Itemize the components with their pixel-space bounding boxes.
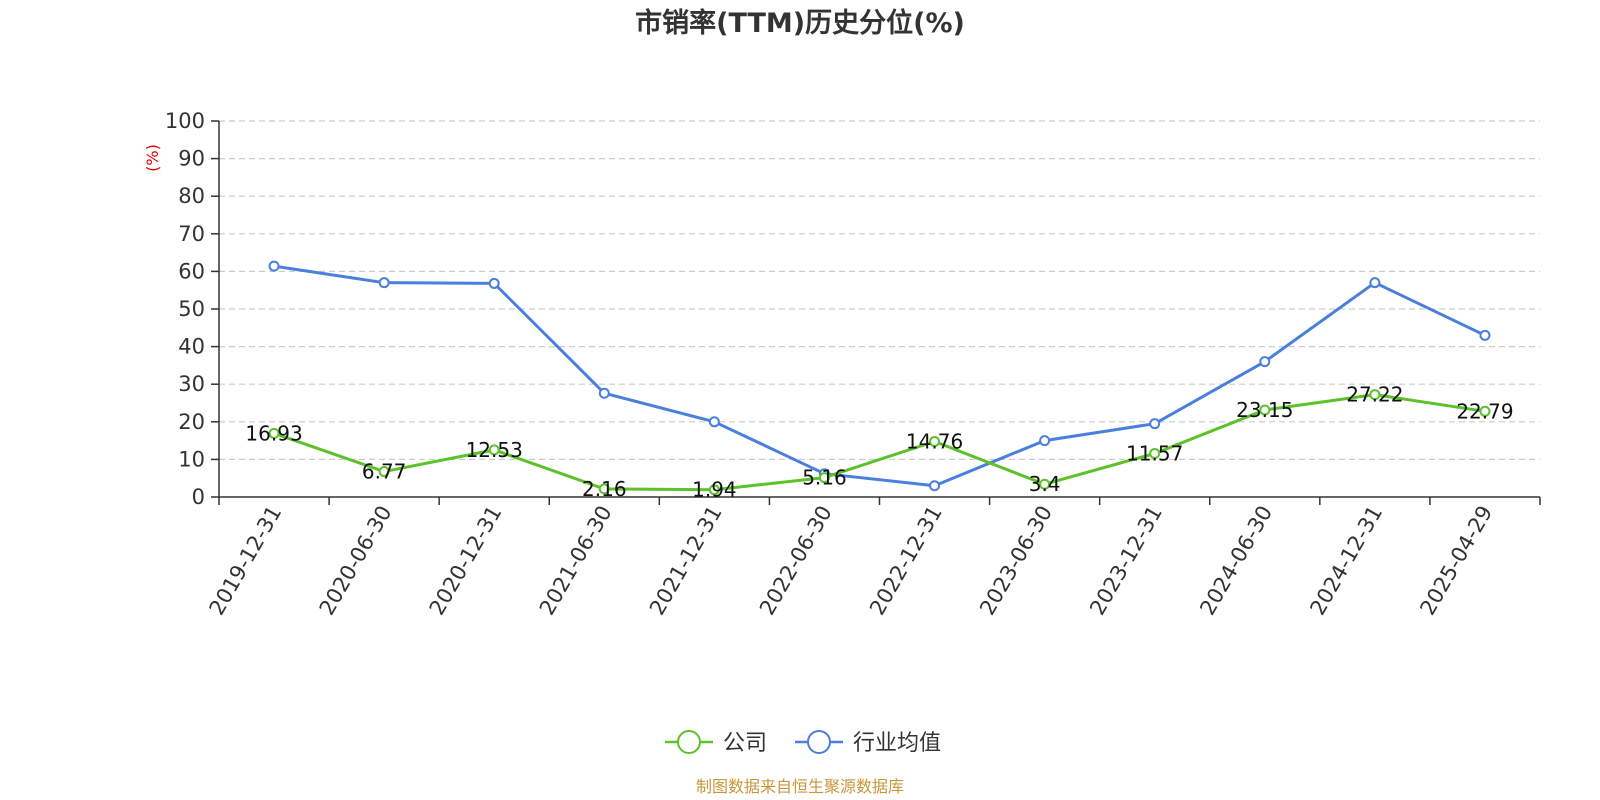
data-point — [1039, 478, 1051, 490]
legend-marker — [807, 730, 831, 754]
data-point — [818, 472, 830, 484]
y-tick-label: 80 — [178, 184, 205, 208]
data-point — [268, 427, 280, 439]
y-tick-label: 20 — [178, 410, 205, 434]
data-label: 5.16 — [802, 466, 847, 490]
y-tick-label: 60 — [178, 259, 205, 283]
y-tick-label: 40 — [178, 335, 205, 359]
data-label: 22.79 — [1456, 399, 1513, 423]
source-note: 制图数据来自恒生聚源数据库 — [696, 777, 904, 796]
x-tick-label: 2020-12-31 — [425, 502, 507, 620]
data-point — [1149, 447, 1161, 459]
data-point — [268, 260, 280, 272]
data-point — [929, 436, 941, 448]
series-layer — [268, 260, 1491, 496]
data-point — [708, 416, 720, 428]
x-tick-label: 2022-06-30 — [755, 502, 837, 620]
y-tick-label: 90 — [178, 147, 205, 171]
axes: 0 10 20 30 40 50 60 70 80 90 100 2019-12-31 2020-06-… — [165, 109, 1541, 620]
y-tick-label: 50 — [178, 297, 205, 321]
data-point — [1039, 435, 1051, 447]
data-label: 14.76 — [906, 430, 963, 454]
data-labels: 16.93 6.77 12.53 2.16 1.94 5.16 14.76 3.4 11.57 2… — [245, 383, 1513, 502]
legend-item-1[interactable]: 行业均值 — [795, 730, 941, 756]
data-point — [1259, 404, 1271, 416]
x-tick-label: 2024-12-31 — [1305, 502, 1387, 620]
x-tick-label: 2022-12-31 — [865, 502, 947, 620]
legend-marker — [677, 730, 701, 754]
data-point — [598, 483, 610, 495]
y-tick-label: 70 — [178, 222, 205, 246]
grid-lines — [219, 120, 1540, 460]
x-tick-label: 2023-12-31 — [1085, 502, 1167, 620]
x-tick-label: 2023-06-30 — [975, 502, 1057, 620]
x-tick-label: 2020-06-30 — [315, 502, 397, 620]
series-line-1 — [273, 264, 1486, 488]
series-line-0 — [273, 393, 1486, 492]
legend-item-0[interactable]: 公司 — [665, 730, 767, 756]
y-tick-label: 0 — [192, 485, 205, 509]
data-point — [598, 387, 610, 399]
x-tick-label: 2025-04-29 — [1415, 502, 1497, 620]
legend-label: 行业均值 — [853, 731, 941, 756]
y-axis-unit: (%) — [143, 144, 162, 172]
x-tick-label: 2019-12-31 — [205, 502, 287, 620]
data-point — [1369, 389, 1381, 401]
y-tick-label: 30 — [178, 372, 205, 396]
data-label: 23.15 — [1236, 398, 1293, 422]
data-label: 12.53 — [466, 438, 523, 462]
data-point — [1369, 277, 1381, 289]
chart-title: 市销率(TTM)历史分位(%) — [635, 7, 965, 39]
data-label: 6.77 — [362, 460, 407, 484]
data-point — [378, 277, 390, 289]
data-label: 27.22 — [1346, 383, 1403, 407]
data-label: 16.93 — [245, 421, 302, 445]
y-tick-label: 100 — [165, 109, 205, 133]
data-point — [929, 480, 941, 492]
data-point — [1259, 356, 1271, 368]
data-label: 11.57 — [1126, 441, 1183, 465]
data-point — [1479, 329, 1491, 341]
data-point — [708, 484, 720, 496]
data-point — [1149, 418, 1161, 430]
data-label: 3.4 — [1029, 472, 1061, 496]
x-tick-label: 2024-06-30 — [1195, 502, 1277, 620]
x-tick-label: 2021-06-30 — [535, 502, 617, 620]
x-tick-label: 2021-12-31 — [645, 502, 727, 620]
data-label: 2.16 — [582, 477, 627, 501]
legend-label: 公司 — [723, 731, 767, 756]
y-tick-label: 10 — [178, 447, 205, 471]
data-point — [488, 444, 500, 456]
data-point — [378, 466, 390, 478]
legend[interactable]: 公司 行业均值 — [665, 730, 941, 756]
data-label: 1.94 — [692, 478, 737, 502]
data-point — [1479, 405, 1491, 417]
data-point — [488, 277, 500, 289]
